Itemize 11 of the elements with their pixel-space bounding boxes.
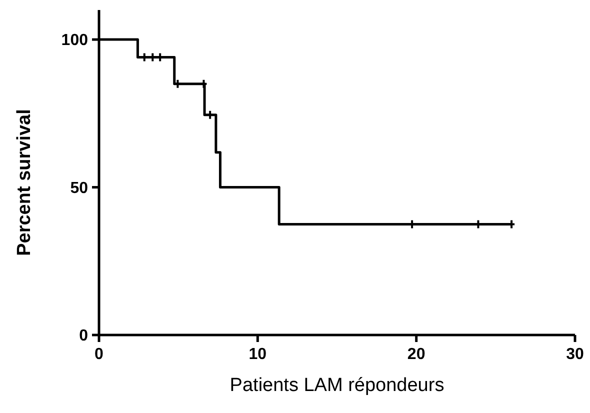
x-axis-title: Patients LAM répondeurs	[230, 375, 444, 396]
point	[206, 110, 214, 120]
x-tick-label: 0	[94, 346, 104, 363]
point	[200, 78, 208, 89]
y-tick-label: 100	[61, 32, 88, 50]
x-tick-label: 30	[566, 346, 584, 363]
y-tick-label: 0	[79, 328, 88, 345]
x-tick-label: 10	[248, 346, 267, 363]
y-tick-label: 50	[70, 180, 88, 197]
x-tick-label: 20	[407, 346, 426, 363]
y-axis-title: Percent survival	[14, 109, 35, 256]
